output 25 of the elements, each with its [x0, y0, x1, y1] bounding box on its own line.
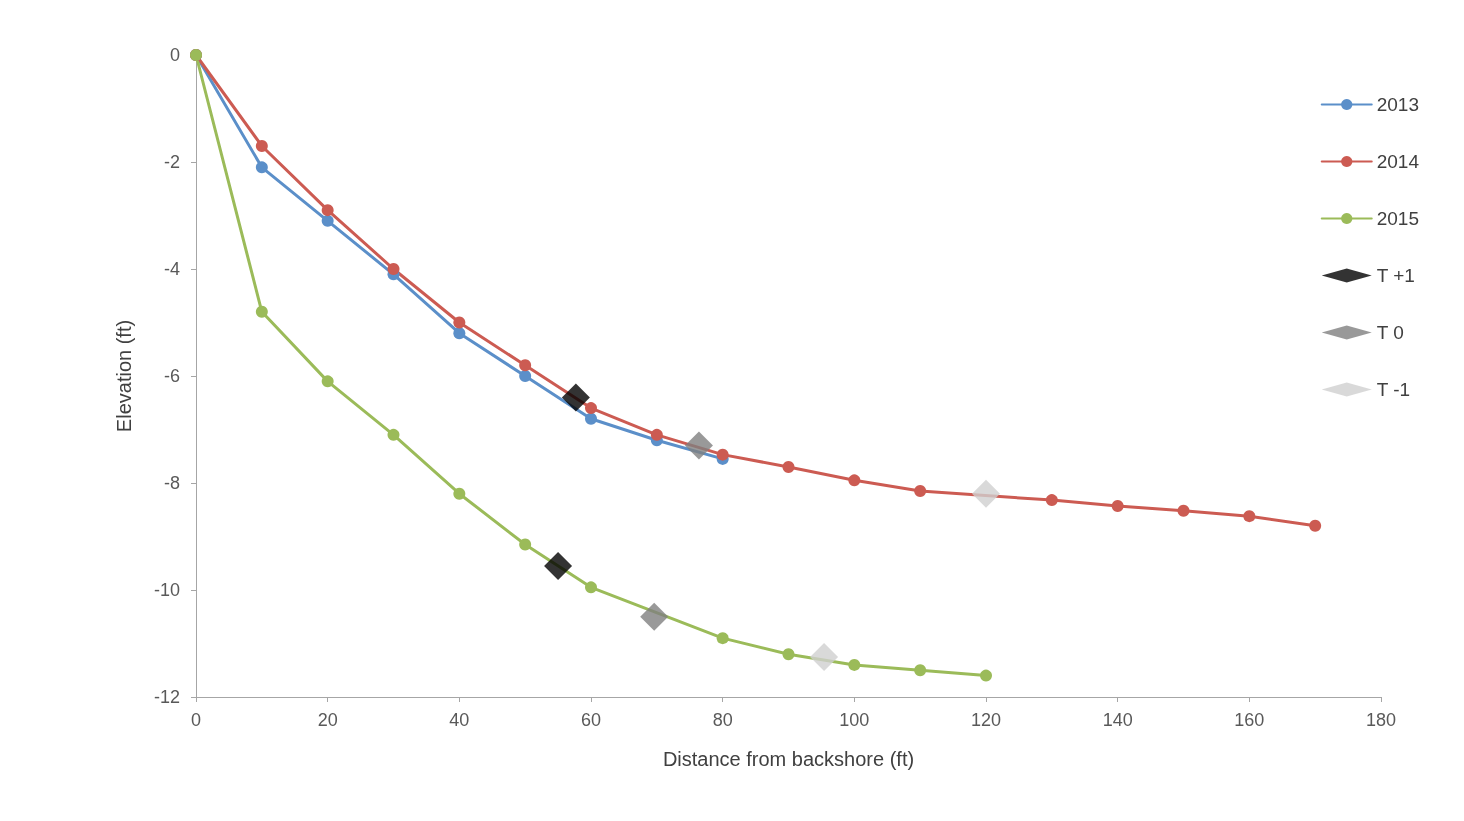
- legend-label: 2015: [1376, 208, 1420, 229]
- y-tick-label: -6: [163, 366, 180, 386]
- legend-label: T +1: [1376, 265, 1415, 286]
- x-tick-label: 80: [712, 710, 733, 730]
- x-tick-label: 40: [449, 710, 470, 730]
- y-tick-label: -4: [163, 259, 180, 279]
- legend-label: 2013: [1376, 94, 1420, 115]
- x-tick-label: 100: [839, 710, 870, 730]
- x-tick-label: 140: [1102, 710, 1133, 730]
- y-tick-label: 0: [169, 45, 180, 65]
- y-tick-label: -2: [163, 152, 180, 172]
- y-tick-label: -10: [153, 580, 180, 600]
- y-tick-label: -12: [153, 687, 180, 707]
- legend-label: T 0: [1376, 322, 1404, 343]
- y-axis-title: Elevation (ft): [113, 319, 135, 433]
- legend-label: 2014: [1376, 151, 1420, 172]
- x-tick-label: 0: [190, 710, 202, 730]
- x-tick-label: 20: [317, 710, 338, 730]
- y-tick-label: -8: [163, 473, 180, 493]
- x-axis-title: Distance from backshore (ft): [662, 748, 915, 770]
- x-tick-label: 160: [1234, 710, 1265, 730]
- legend-label: T -1: [1376, 379, 1411, 400]
- x-tick-label: 60: [580, 710, 602, 730]
- x-tick-label: 180: [1365, 710, 1397, 730]
- x-tick-label: 120: [970, 710, 1002, 730]
